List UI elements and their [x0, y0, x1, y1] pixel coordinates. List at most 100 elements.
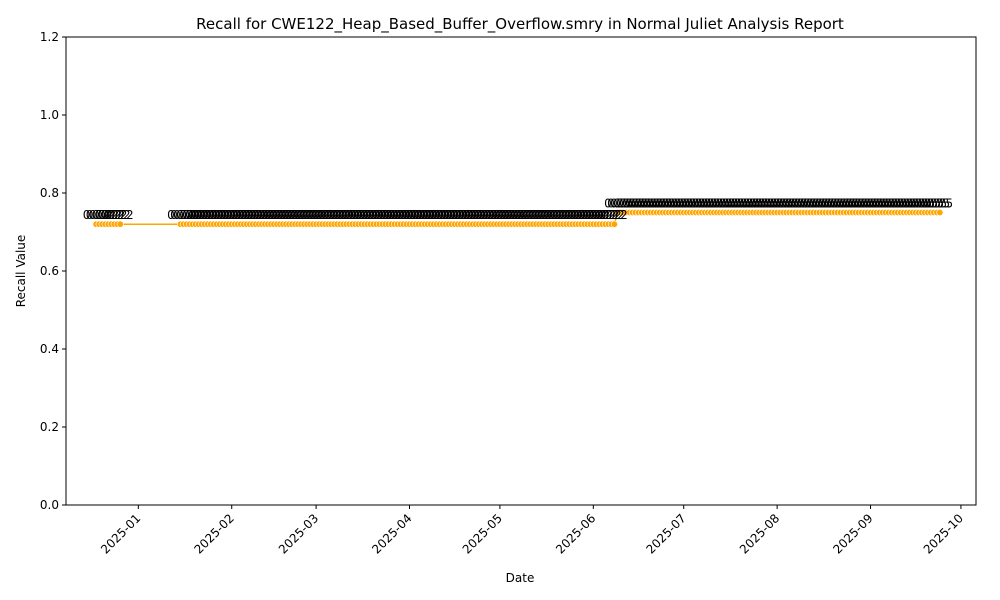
- data-label: 0.72: [83, 208, 110, 222]
- data-label: 0.75: [869, 197, 896, 211]
- data-label: 0.75: [716, 197, 743, 211]
- data-label: 0.72: [517, 208, 544, 222]
- data-label: 0.72: [478, 208, 505, 222]
- data-label: 0.75: [812, 197, 839, 211]
- data-label: 0.75: [628, 197, 655, 211]
- data-point: [610, 220, 618, 228]
- data-label: 0.75: [920, 197, 947, 211]
- data-label: 0.72: [170, 208, 197, 222]
- data-label: 0.75: [637, 197, 664, 211]
- data-label: 0.75: [884, 197, 911, 211]
- data-label: 0.72: [496, 208, 523, 222]
- data-label: 0.72: [399, 208, 426, 222]
- x-tick-label: 2025-03: [276, 511, 321, 556]
- data-label: 0.75: [815, 197, 842, 211]
- data-label: 0.72: [589, 208, 616, 222]
- data-label: 0.75: [830, 197, 857, 211]
- data-label: 0.72: [167, 208, 194, 222]
- y-tick-label: 1.0: [40, 108, 59, 122]
- x-axis-label: Date: [506, 571, 535, 585]
- data-label: 0.75: [857, 197, 884, 211]
- data-label: 0.72: [267, 208, 294, 222]
- data-point: [116, 220, 124, 228]
- data-label: 0.75: [842, 197, 869, 211]
- data-label: 0.75: [694, 197, 721, 211]
- data-label: 0.72: [288, 208, 315, 222]
- data-label: 0.72: [245, 208, 272, 222]
- data-label: 0.72: [484, 208, 511, 222]
- data-label: 0.75: [923, 197, 950, 211]
- data-label: 0.72: [261, 208, 288, 222]
- data-label: 0.72: [574, 208, 601, 222]
- data-label: 0.75: [839, 197, 866, 211]
- data-label: 0.72: [538, 208, 565, 222]
- data-label: 0.72: [291, 208, 318, 222]
- data-label: 0.75: [743, 197, 770, 211]
- data-label: 0.75: [851, 197, 878, 211]
- data-label: 0.75: [697, 197, 724, 211]
- data-label: 0.72: [441, 208, 468, 222]
- data-label: 0.72: [95, 208, 122, 222]
- data-label: 0.75: [604, 197, 631, 211]
- data-label: 0.72: [414, 208, 441, 222]
- data-label: 0.72: [194, 208, 221, 222]
- data-label: 0.72: [104, 208, 131, 222]
- data-label: 0.75: [643, 197, 670, 211]
- data-label: 0.72: [300, 208, 327, 222]
- data-label: 0.72: [450, 208, 477, 222]
- data-label: 0.72: [465, 208, 492, 222]
- data-label: 0.72: [348, 208, 375, 222]
- data-label: 0.75: [908, 197, 935, 211]
- data-label: 0.75: [652, 197, 679, 211]
- data-label: 0.72: [285, 208, 312, 222]
- data-label: 0.75: [845, 197, 872, 211]
- data-label: 0.72: [242, 208, 269, 222]
- data-label: 0.75: [893, 197, 920, 211]
- y-tick-label: 0.0: [40, 498, 59, 512]
- data-label: 0.72: [520, 208, 547, 222]
- y-tick-label: 0.4: [40, 342, 59, 356]
- data-label: 0.72: [294, 208, 321, 222]
- x-tick-label: 2025-08: [737, 511, 782, 556]
- x-tick-label: 2025-01: [98, 511, 143, 556]
- data-label: 0.75: [746, 197, 773, 211]
- data-label: 0.72: [393, 208, 420, 222]
- data-label: 0.72: [595, 208, 622, 222]
- data-label: 0.72: [297, 208, 324, 222]
- data-label: 0.72: [333, 208, 360, 222]
- x-tick-label: 2025-06: [553, 511, 598, 556]
- data-label: 0.75: [875, 197, 902, 211]
- data-label: 0.72: [402, 208, 429, 222]
- data-label: 0.75: [854, 197, 881, 211]
- data-label: 0.75: [836, 197, 863, 211]
- data-label: 0.75: [688, 197, 715, 211]
- data-label: 0.72: [523, 208, 550, 222]
- data-label: 0.72: [444, 208, 471, 222]
- data-label: 0.75: [767, 197, 794, 211]
- data-label: 0.75: [773, 197, 800, 211]
- data-label: 0.72: [508, 208, 535, 222]
- data-label: 0.75: [752, 197, 779, 211]
- data-label: 0.72: [321, 208, 348, 222]
- data-label: 0.72: [577, 208, 604, 222]
- data-label: 0.75: [917, 197, 944, 211]
- data-label: 0.72: [312, 208, 339, 222]
- data-label: 0.72: [474, 208, 501, 222]
- data-label: 0.72: [378, 208, 405, 222]
- data-label: 0.72: [101, 208, 128, 222]
- data-label: 0.72: [417, 208, 444, 222]
- data-label: 0.72: [339, 208, 366, 222]
- data-label: 0.75: [631, 197, 658, 211]
- data-label: 0.75: [610, 197, 637, 211]
- data-label: 0.72: [481, 208, 508, 222]
- data-label: 0.72: [447, 208, 474, 222]
- data-label: 0.75: [613, 197, 640, 211]
- plot-frame: [65, 36, 977, 506]
- data-label: 0.72: [459, 208, 486, 222]
- data-label: 0.75: [700, 197, 727, 211]
- data-label: 0.75: [734, 197, 761, 211]
- data-label: 0.72: [249, 208, 276, 222]
- data-label: 0.72: [218, 208, 245, 222]
- data-label: 0.72: [375, 208, 402, 222]
- x-tick-label: 2025-02: [191, 511, 236, 556]
